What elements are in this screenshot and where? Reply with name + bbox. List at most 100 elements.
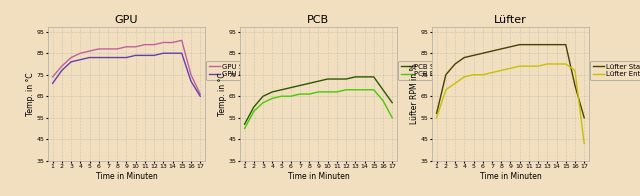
GPU Staubig [95, 48, 102, 50]
Lüfter Staubig [580, 117, 588, 119]
PCB Staubig [351, 76, 359, 78]
Legend: GPU Staubig, GPU Entstaubt: GPU Staubig, GPU Entstaubt [206, 61, 276, 80]
GPU Staubig [141, 44, 148, 46]
GPU Entstaubt [49, 82, 56, 84]
GPU Staubig [178, 39, 186, 42]
PCB Staubig [388, 102, 396, 104]
PCB Entstaubt [324, 91, 332, 93]
GPU Staubig [67, 56, 75, 59]
Lüfter Staubig [451, 63, 459, 65]
GPU Entstaubt [123, 56, 131, 59]
GPU Entstaubt [159, 52, 167, 54]
PCB Entstaubt [268, 97, 276, 100]
PCB Staubig [324, 78, 332, 80]
PCB Staubig [287, 86, 294, 89]
Title: PCB: PCB [307, 15, 330, 25]
PCB Entstaubt [351, 89, 359, 91]
GPU Entstaubt [187, 80, 195, 82]
Lüfter Entstaubt [543, 63, 551, 65]
PCB Staubig [250, 106, 258, 108]
GPU Entstaubt [113, 56, 121, 59]
Lüfter Staubig [460, 56, 468, 59]
PCB Entstaubt [287, 95, 294, 97]
PCB Entstaubt [296, 93, 304, 95]
Lüfter Staubig [488, 50, 496, 52]
PCB Entstaubt [379, 99, 387, 102]
GPU Entstaubt [141, 54, 148, 57]
PCB Staubig [259, 95, 267, 97]
Lüfter Staubig [479, 52, 486, 54]
X-axis label: Time in Minuten: Time in Minuten [287, 172, 349, 181]
PCB Staubig [241, 123, 248, 125]
GPU Staubig [132, 46, 140, 48]
PCB Entstaubt [278, 95, 285, 97]
GPU Staubig [49, 76, 56, 78]
Lüfter Staubig [516, 44, 524, 46]
Lüfter Entstaubt [507, 67, 515, 69]
GPU Entstaubt [58, 69, 66, 72]
PCB Entstaubt [370, 89, 378, 91]
Lüfter Staubig [507, 46, 515, 48]
Lüfter Entstaubt [497, 69, 505, 72]
Title: Lüfter: Lüfter [494, 15, 527, 25]
Line: GPU Entstaubt: GPU Entstaubt [52, 53, 200, 96]
Line: GPU Staubig: GPU Staubig [52, 40, 200, 94]
Lüfter Staubig [553, 44, 561, 46]
Line: Lüfter Staubig: Lüfter Staubig [436, 45, 584, 118]
Lüfter Entstaubt [562, 63, 570, 65]
PCB Staubig [370, 76, 378, 78]
PCB Entstaubt [259, 102, 267, 104]
GPU Entstaubt [178, 52, 186, 54]
Lüfter Staubig [470, 54, 477, 57]
PCB Staubig [315, 80, 322, 82]
GPU Staubig [86, 50, 93, 52]
GPU Entstaubt [95, 56, 102, 59]
PCB Entstaubt [388, 117, 396, 119]
Lüfter Staubig [497, 48, 505, 50]
Lüfter Entstaubt [534, 65, 542, 67]
Lüfter Staubig [442, 74, 450, 76]
Line: PCB Entstaubt: PCB Entstaubt [244, 90, 392, 128]
Lüfter Entstaubt [433, 117, 440, 119]
X-axis label: Time in Minuten: Time in Minuten [95, 172, 157, 181]
PCB Entstaubt [250, 110, 258, 113]
Lüfter Staubig [562, 44, 570, 46]
GPU Staubig [187, 74, 195, 76]
GPU Staubig [58, 65, 66, 67]
PCB Staubig [333, 78, 340, 80]
Lüfter Entstaubt [451, 82, 459, 84]
PCB Staubig [305, 82, 313, 84]
PCB Entstaubt [333, 91, 340, 93]
GPU Entstaubt [67, 61, 75, 63]
PCB Staubig [296, 84, 304, 87]
Lüfter Entstaubt [479, 74, 486, 76]
PCB Staubig [342, 78, 350, 80]
Y-axis label: Temp. in °C: Temp. in °C [26, 72, 35, 116]
PCB Entstaubt [241, 127, 248, 130]
Lüfter Entstaubt [470, 74, 477, 76]
GPU Staubig [76, 52, 84, 54]
Title: GPU: GPU [115, 15, 138, 25]
PCB Staubig [268, 91, 276, 93]
GPU Staubig [113, 48, 121, 50]
Y-axis label: Temp. in °C: Temp. in °C [218, 72, 227, 116]
GPU Staubig [150, 44, 158, 46]
Legend: Lüfter Staubig, Lüfter Entstaubt: Lüfter Staubig, Lüfter Entstaubt [590, 61, 640, 80]
GPU Entstaubt [169, 52, 177, 54]
PCB Staubig [379, 89, 387, 91]
PCB Staubig [278, 89, 285, 91]
PCB Entstaubt [305, 93, 313, 95]
Lüfter Entstaubt [460, 76, 468, 78]
PCB Staubig [361, 76, 369, 78]
PCB Entstaubt [315, 91, 322, 93]
Lüfter Staubig [525, 44, 532, 46]
GPU Entstaubt [76, 59, 84, 61]
GPU Staubig [159, 41, 167, 44]
Line: Lüfter Entstaubt: Lüfter Entstaubt [436, 64, 584, 143]
Lüfter Entstaubt [488, 71, 496, 74]
GPU Entstaubt [132, 54, 140, 57]
GPU Entstaubt [196, 95, 204, 97]
Line: PCB Staubig: PCB Staubig [244, 77, 392, 124]
GPU Entstaubt [150, 54, 158, 57]
PCB Entstaubt [361, 89, 369, 91]
